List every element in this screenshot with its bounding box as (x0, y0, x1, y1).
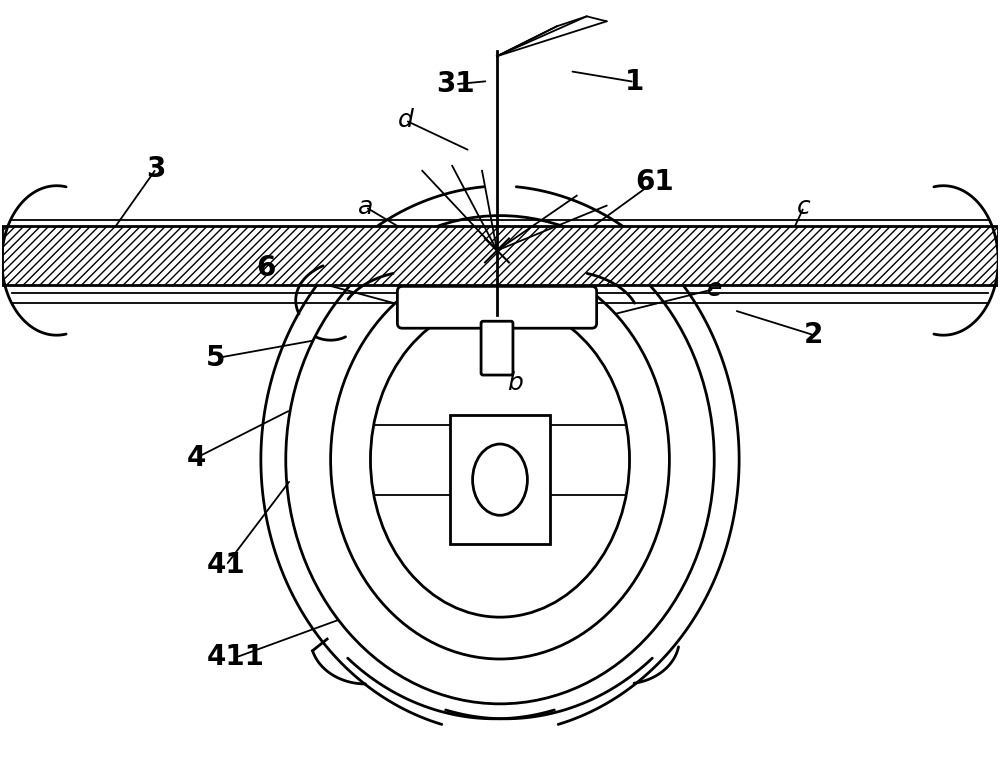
Text: b: b (507, 371, 523, 396)
Ellipse shape (370, 303, 630, 618)
Text: 3: 3 (147, 155, 166, 182)
Ellipse shape (331, 260, 669, 659)
Text: d: d (397, 109, 413, 132)
Text: a: a (358, 195, 373, 219)
Text: 41: 41 (207, 551, 245, 579)
Text: e: e (707, 277, 722, 301)
Text: 31: 31 (436, 70, 474, 99)
Ellipse shape (286, 216, 714, 704)
Bar (2, 226, 998, 286)
FancyBboxPatch shape (397, 286, 597, 328)
Bar (450, 415, 550, 544)
Text: 5: 5 (206, 344, 226, 372)
Text: 1: 1 (625, 68, 644, 96)
FancyBboxPatch shape (481, 321, 513, 375)
Text: 4: 4 (186, 444, 206, 472)
Text: 61: 61 (635, 168, 674, 196)
Text: 2: 2 (804, 321, 824, 349)
Text: 411: 411 (207, 644, 265, 671)
Text: 6: 6 (256, 254, 276, 283)
Text: c: c (797, 195, 811, 219)
Ellipse shape (473, 444, 527, 515)
